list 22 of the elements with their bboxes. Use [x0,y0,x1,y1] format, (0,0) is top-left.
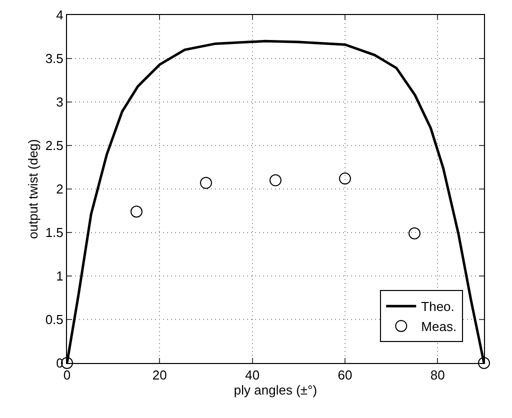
y-tick-label: 0.5 [45,312,64,328]
point [200,176,212,189]
x-tick-label: 60 [338,368,352,383]
y-tick-label: 4 [56,8,64,23]
x-axis-title: ply angles (±°) [234,382,318,398]
point [270,174,282,186]
y-axis-title: output twist (deg) [25,139,40,239]
x-tick-label: 80 [430,368,445,383]
point [130,206,142,218]
legend-label: Meas. [421,319,457,334]
point [478,357,490,369]
legend-label: Theo. [421,299,454,314]
y-tick-label: 2 [56,182,64,197]
y-tick-label: 1 [56,268,64,284]
x-tick-label: 40 [245,368,260,383]
y-tick-label: 3 [56,94,64,110]
point [408,227,420,240]
x-tick-label: 20 [152,368,167,383]
y-tick-label: 2.5 [45,138,64,154]
point [339,172,351,185]
y-tick-label: 3.5 [45,51,64,66]
y-tick-label: 1.5 [45,225,64,240]
